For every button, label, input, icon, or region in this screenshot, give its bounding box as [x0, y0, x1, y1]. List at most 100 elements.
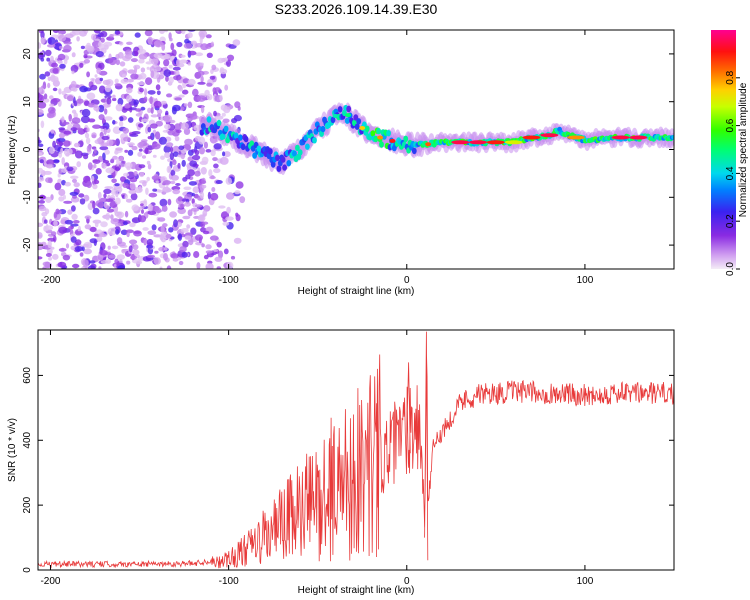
- heatmap-cell: [205, 44, 212, 49]
- snr-frame: [37, 329, 675, 571]
- heatmap-cell: [213, 249, 218, 252]
- heatmap-cell: [155, 131, 161, 140]
- heatmap-cell: [160, 225, 165, 233]
- heatmap-cell: [126, 231, 130, 238]
- heatmap-cell: [104, 116, 113, 121]
- heatmap-cell: [187, 62, 192, 66]
- heatmap-cell: [99, 197, 108, 203]
- heatmap-cell: [115, 197, 121, 205]
- heatmap-cell: [130, 73, 139, 80]
- heatmap-hotspot: [469, 140, 487, 145]
- heatmap-cell: [146, 176, 150, 182]
- heatmap-cell: [81, 266, 85, 269]
- heatmap-cell: [168, 76, 174, 84]
- heatmap-cell: [95, 51, 104, 58]
- heatmap-cell: [223, 248, 229, 255]
- heatmap-cell: [116, 254, 126, 260]
- heatmap-cell: [159, 234, 164, 241]
- heatmap-cell: [194, 204, 203, 208]
- heatmap-cell: [197, 214, 206, 222]
- heatmap-cell: [167, 198, 172, 206]
- heatmap-cell: [172, 151, 179, 157]
- heatmap-cell: [98, 266, 102, 269]
- heatmap-cell: [64, 219, 74, 225]
- heatmap-cell: [191, 149, 196, 153]
- heatmap-cell: [179, 59, 189, 64]
- heatmap-cell: [82, 259, 89, 267]
- heatmap-cell: [215, 180, 223, 184]
- heatmap-cell: [177, 234, 182, 239]
- heatmap-cell: [100, 260, 108, 264]
- heatmap-cell: [169, 37, 173, 42]
- heatmap-cell: [165, 142, 174, 148]
- heatmap-cell: [64, 181, 72, 187]
- heatmap-cell: [128, 245, 133, 253]
- heatmap-cell: [154, 250, 159, 254]
- heatmap-cell: [92, 219, 102, 224]
- heatmap-cell: [280, 156, 286, 163]
- heatmap-cell: [295, 144, 300, 152]
- heatmap-cell: [160, 100, 167, 105]
- heatmap-cell: [119, 61, 126, 67]
- heatmap-cell: [68, 113, 72, 122]
- heatmap-cell: [63, 140, 71, 147]
- heatmap-cell: [74, 150, 83, 159]
- heatmap-cell: [38, 92, 41, 99]
- heatmap-cell: [145, 187, 149, 195]
- heatmap-cell: [57, 178, 62, 184]
- y-tick-label: -20: [22, 237, 33, 252]
- heatmap-cell: [194, 170, 201, 177]
- heatmap-cell: [108, 57, 117, 66]
- heatmap-cell: [112, 119, 116, 125]
- colorbar: 0.0 0.2 0.4 0.6 0.8 Normalized spectral ampl…: [711, 30, 749, 276]
- heatmap-cell: [195, 52, 204, 57]
- heatmap-cell: [115, 59, 120, 66]
- heatmap-cell: [235, 181, 244, 189]
- heatmap-cell: [219, 156, 229, 165]
- heatmap-cell: [104, 108, 108, 115]
- heatmap-cell: [130, 192, 138, 201]
- heatmap-cell: [58, 30, 66, 35]
- heatmap-cell: [239, 196, 246, 204]
- heatmap-cell: [204, 89, 210, 96]
- heatmap-cell: [116, 186, 123, 193]
- heatmap-cell: [46, 159, 55, 166]
- heatmap-cell: [220, 133, 226, 140]
- heatmap-cell: [102, 152, 106, 161]
- heatmap-cell: [149, 96, 153, 105]
- heatmap-cell: [200, 105, 205, 114]
- heatmap-cell: [45, 49, 52, 57]
- heatmap-cell: [49, 103, 54, 107]
- heatmap-cell: [139, 87, 144, 93]
- heatmap-cell: [147, 203, 154, 212]
- heatmap-cell: [187, 209, 193, 217]
- heatmap-cell: [256, 145, 262, 152]
- heatmap-cell: [223, 57, 229, 62]
- heatmap-cell: [98, 104, 105, 113]
- heatmap-cell: [129, 182, 136, 190]
- heatmap-cell: [38, 139, 42, 144]
- heatmap-cell: [184, 38, 190, 44]
- heatmap-cell: [92, 200, 96, 209]
- heatmap-cell: [146, 238, 154, 246]
- heatmap-hotspot: [611, 135, 630, 140]
- heatmap-cell: [111, 178, 117, 184]
- heatmap-cell: [192, 154, 201, 161]
- heatmap-cell: [147, 210, 157, 216]
- heatmap-cell: [57, 261, 67, 268]
- heatmap-cell: [61, 121, 70, 125]
- heatmap-cell: [63, 194, 66, 200]
- heatmap-cell: [52, 253, 59, 260]
- snr-series-line: [38, 331, 674, 569]
- heatmap-cell: [276, 165, 282, 172]
- heatmap-cell: [233, 114, 242, 122]
- heatmap-cell: [225, 177, 232, 185]
- heatmap-cell: [102, 79, 111, 85]
- heatmap-cell: [211, 64, 217, 71]
- heatmap-cell: [131, 204, 139, 212]
- heatmap-cell: [98, 70, 108, 76]
- heatmap-cell: [110, 214, 114, 220]
- heatmap-cell: [148, 192, 158, 198]
- heatmap-cell: [147, 36, 153, 45]
